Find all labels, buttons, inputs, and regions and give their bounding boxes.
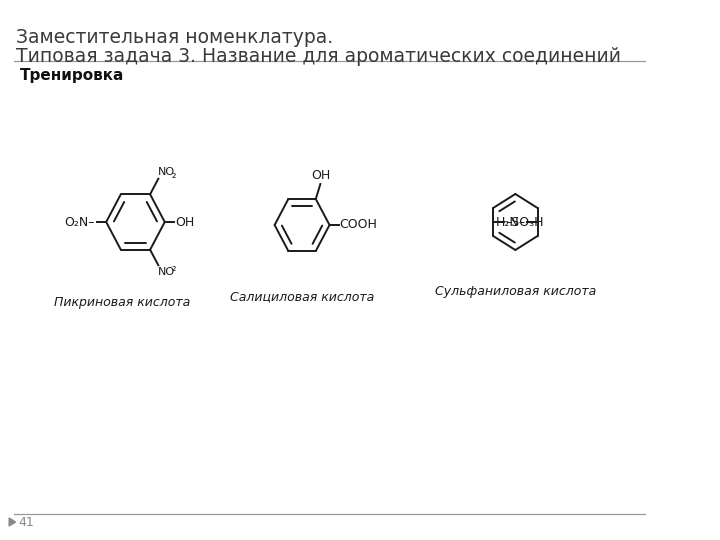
Text: Типовая задача 3. Название для ароматических соединений: Типовая задача 3. Название для ароматиче… — [17, 47, 621, 66]
Text: ₂: ₂ — [171, 264, 176, 273]
Text: –SO₃H: –SO₃H — [505, 215, 544, 228]
Text: NO: NO — [158, 167, 176, 177]
Text: Заместительная номенклатура.: Заместительная номенклатура. — [17, 28, 333, 47]
Polygon shape — [9, 518, 16, 526]
Text: ₂: ₂ — [171, 170, 176, 180]
Text: OH: OH — [312, 169, 331, 182]
Text: O₂N–: O₂N– — [65, 215, 95, 228]
Text: NO: NO — [158, 267, 176, 278]
Text: Тренировка: Тренировка — [20, 68, 125, 83]
Text: Салициловая кислота: Салициловая кислота — [230, 290, 374, 303]
Text: OH: OH — [175, 215, 194, 228]
Text: 41: 41 — [18, 516, 34, 529]
Text: H₂N–: H₂N– — [495, 215, 526, 228]
Text: Пикриновая кислота: Пикриновая кислота — [53, 296, 190, 309]
Text: COOH: COOH — [340, 219, 377, 232]
Text: Сульфаниловая кислота: Сульфаниловая кислота — [435, 285, 596, 298]
